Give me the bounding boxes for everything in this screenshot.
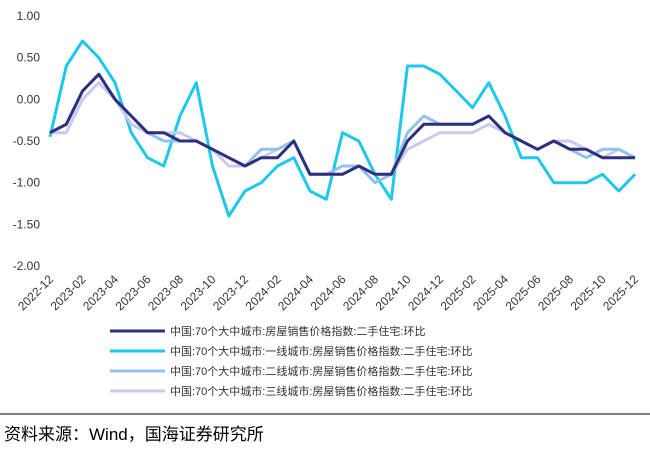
- legend-label: 中国:70个大中城市:二线城市:房屋销售价格指数:二手住宅:环比: [170, 364, 473, 378]
- x-tick-label: 2025-12: [600, 272, 641, 313]
- y-tick-label: 0.00: [17, 92, 41, 106]
- y-tick-label: -1.50: [13, 217, 41, 231]
- y-tick-label: 0.50: [17, 51, 41, 65]
- legend-label: 中国:70个大中城市:房屋销售价格指数:二手住宅:环比: [170, 324, 425, 338]
- legend-label: 中国:70个大中城市:一线城市:房屋销售价格指数:二手住宅:环比: [170, 344, 473, 358]
- y-tick-label: -2.00: [13, 259, 41, 273]
- legend-label: 中国:70个大中城市:三线城市:房屋销售价格指数:二手住宅:环比: [170, 384, 473, 398]
- y-tick-label: 1.00: [17, 9, 41, 23]
- series-line: [49, 72, 635, 176]
- series-line: [48, 39, 637, 218]
- source-note: 资料来源：Wind，国海证券研究所: [4, 425, 264, 444]
- y-tick-label: -1.00: [13, 176, 41, 190]
- y-tick-label: -0.50: [13, 134, 41, 148]
- series-line: [50, 81, 636, 176]
